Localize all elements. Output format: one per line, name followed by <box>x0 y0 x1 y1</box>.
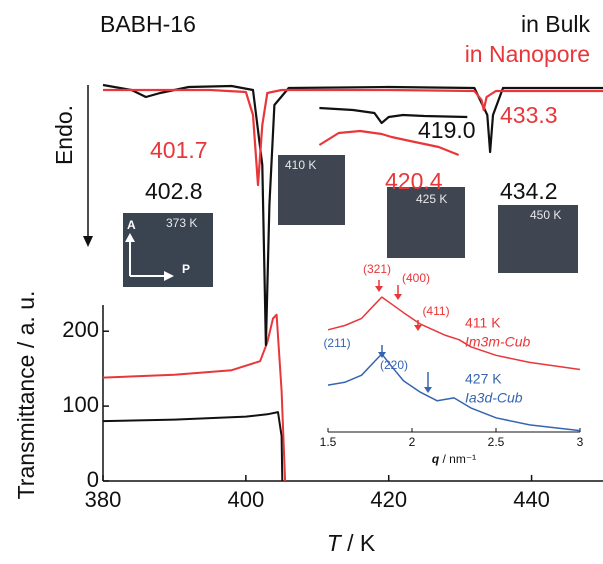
inset-series-name: 427 K <box>465 371 502 387</box>
peak-arrowhead <box>394 294 402 300</box>
inset-x-tick-label: 1.5 <box>320 435 337 449</box>
data-line <box>103 412 282 481</box>
y-tick-label: 200 <box>62 317 99 342</box>
y-tick-label: 100 <box>62 392 99 417</box>
photo-label: 373 K <box>166 216 197 230</box>
peak-index-label: (400) <box>402 271 430 285</box>
figure-title: BABH-16 <box>100 11 196 37</box>
photo-label: 450 K <box>530 208 561 222</box>
peak-index-label: (411) <box>422 304 449 318</box>
peak-annotation: 434.2 <box>500 178 558 204</box>
polarizer-label: P <box>182 262 190 276</box>
inset-x-tick-label: 2 <box>409 435 416 449</box>
peak-index-label: (321) <box>363 262 391 276</box>
peak-arrowhead <box>424 387 432 393</box>
x-axis-unit: / K <box>341 530 376 556</box>
inset-x-label: q / nm⁻¹ <box>432 452 476 466</box>
x-tick-label: 400 <box>227 487 264 512</box>
legend-entry: in Nanopore <box>465 41 590 67</box>
peak-index-label: (220) <box>380 358 408 372</box>
data-line <box>328 354 580 431</box>
peak-annotation: 419.0 <box>418 117 476 143</box>
legend-entry: in Bulk <box>521 11 591 37</box>
data-line <box>103 315 285 481</box>
inset-x-tick-label: 2.5 <box>488 435 505 449</box>
inset-series-phase: Im3m-Cub <box>465 334 531 350</box>
peak-arrowhead <box>375 286 383 292</box>
x-tick-label: 440 <box>513 487 550 512</box>
peak-index-label: (211) <box>323 336 350 350</box>
peak-annotation: 420.4 <box>385 168 443 194</box>
data-line <box>328 297 580 369</box>
peak-arrowhead <box>414 325 422 331</box>
peak-annotation: 402.8 <box>145 178 203 204</box>
peak-annotation: 433.3 <box>500 102 558 128</box>
inset-x-tick-label: 3 <box>577 435 584 449</box>
photo-label: 425 K <box>416 192 447 206</box>
x-tick-label: 420 <box>370 487 407 512</box>
y-axis-label: Transmittance / a. u. <box>13 291 39 500</box>
dsc-y-label: Endo. <box>51 105 77 165</box>
inset-series-name: 411 K <box>465 315 501 331</box>
polarizer-label: A <box>127 218 136 232</box>
page: {"chart_data": [ {"type": "line", "xlabe… <box>0 0 603 564</box>
inset-series-phase: Ia3d-Cub <box>465 390 523 406</box>
inset-x-unit: / nm⁻¹ <box>439 452 476 466</box>
x-tick-label: 380 <box>85 487 122 512</box>
photo-label: 410 K <box>285 158 316 172</box>
photo: 373 K A P <box>123 213 213 287</box>
figure: BABH-16 in Bulk in Nanopore Endo. Transm… <box>0 0 603 564</box>
x-axis-label: T / K <box>327 530 376 556</box>
endo-arrowhead <box>83 236 93 247</box>
peak-annotation: 401.7 <box>150 137 208 163</box>
